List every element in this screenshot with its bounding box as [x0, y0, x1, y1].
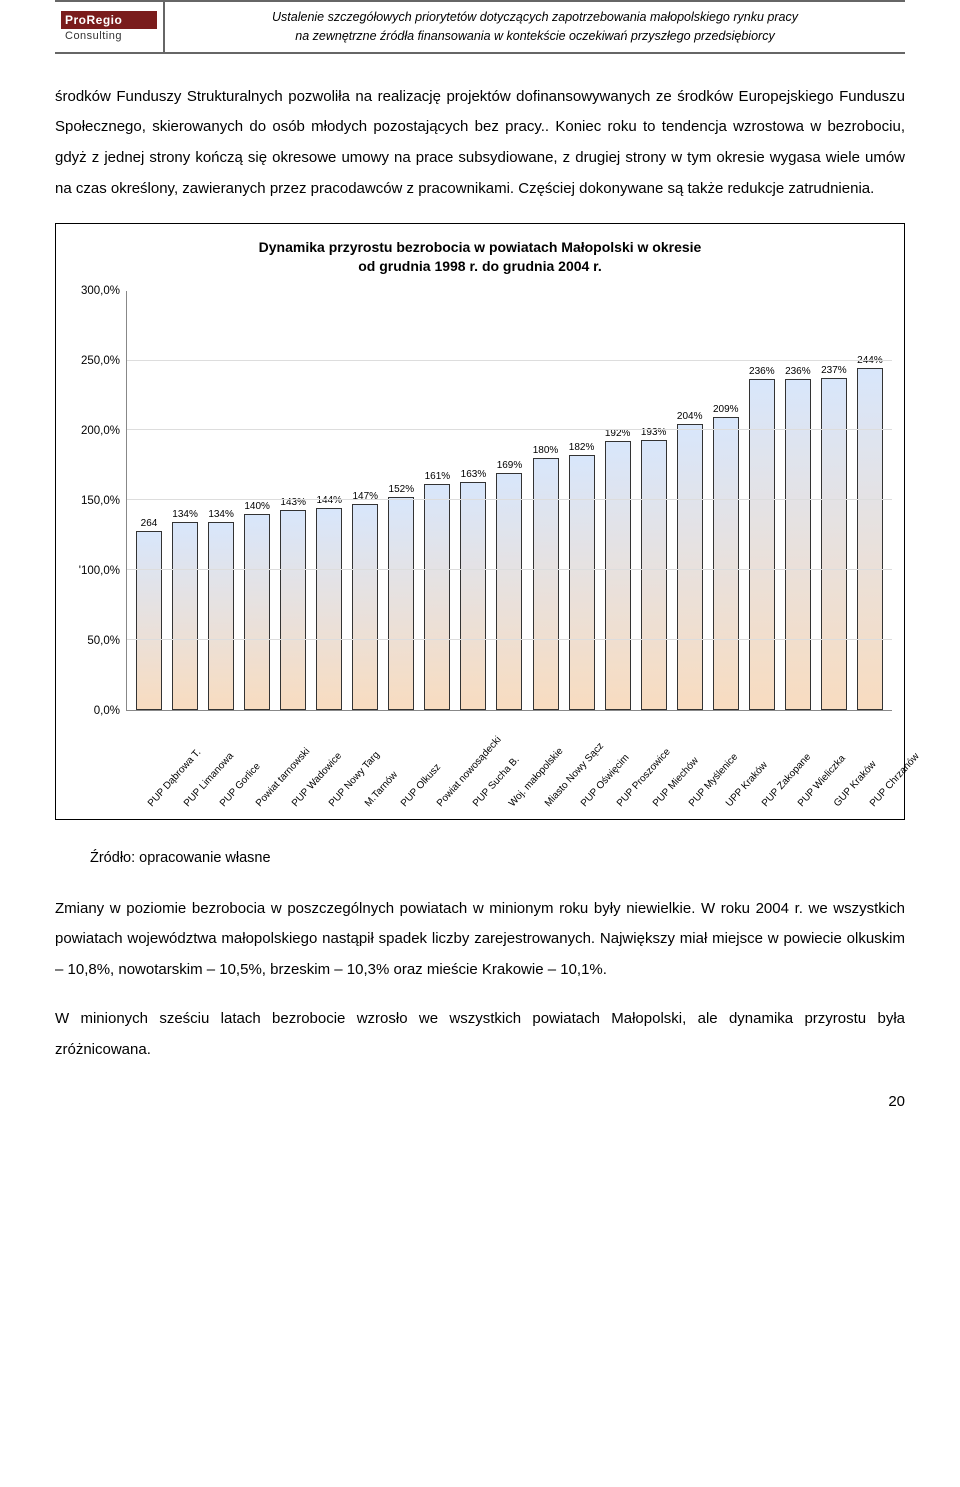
bar: 144% — [311, 495, 347, 710]
bar-value-label: 236% — [749, 366, 775, 377]
gridline — [127, 569, 892, 570]
bar: 163% — [455, 469, 491, 710]
bar-rect — [244, 514, 270, 710]
bar: 182% — [564, 442, 600, 710]
bar-value-label: 180% — [533, 445, 559, 456]
bar: 143% — [275, 497, 311, 710]
bar-rect — [821, 378, 847, 710]
bar: 134% — [203, 509, 239, 710]
bar-rect — [533, 458, 559, 710]
gridline — [127, 639, 892, 640]
bar-rect — [641, 440, 667, 710]
y-tick-label: 150,0% — [81, 495, 120, 507]
x-axis-labels: PUP Dąbrowa T.PUP LimanowaPUP GorlicePow… — [126, 711, 892, 807]
bar-rect — [713, 417, 739, 710]
bar-rect — [569, 455, 595, 710]
bar: 180% — [528, 445, 564, 710]
bar-value-label: 140% — [244, 501, 270, 512]
bar-value-label: 237% — [821, 365, 847, 376]
gridline — [127, 429, 892, 430]
bar: 244% — [852, 355, 888, 710]
chart-title-l1: Dynamika przyrostu bezrobocia w powiatac… — [259, 239, 702, 255]
paragraph-1: środków Funduszy Strukturalnych pozwolił… — [55, 82, 905, 205]
bar-value-label: 134% — [172, 509, 198, 520]
paragraph-3: W minionych sześciu latach bezrobocie wz… — [55, 1004, 905, 1066]
y-tick-label: '100,0% — [79, 565, 120, 577]
gridline — [127, 360, 892, 361]
bar-rect — [136, 531, 162, 710]
chart-plot-area: 300,0%250,0%200,0%150,0%'100,0%50,0%0,0%… — [68, 291, 892, 711]
bar-rect — [280, 510, 306, 710]
y-tick-label: 300,0% — [81, 285, 120, 297]
bar-rect — [605, 441, 631, 710]
header-subtitle: Ustalenie szczegółowych priorytetów doty… — [165, 2, 905, 52]
bar-rect — [172, 522, 198, 710]
bar-rect — [208, 522, 234, 710]
bar-value-label: 161% — [425, 471, 451, 482]
bar-value-label: 144% — [316, 495, 342, 506]
bar: 161% — [419, 471, 455, 709]
header-line1: Ustalenie szczegółowych priorytetów doty… — [272, 10, 798, 24]
bar-rect — [460, 482, 486, 710]
bar-rect — [677, 424, 703, 710]
page-header: ProRegio Consulting Ustalenie szczegółow… — [55, 0, 905, 54]
bar-value-label: 143% — [280, 497, 306, 508]
logo-bottom: Consulting — [61, 29, 157, 43]
bar: 147% — [347, 491, 383, 710]
logo: ProRegio Consulting — [55, 2, 165, 52]
y-tick-label: 250,0% — [81, 355, 120, 367]
bar-rect — [388, 497, 414, 710]
bar-value-label: 182% — [569, 442, 595, 453]
bar-value-label: 204% — [677, 411, 703, 422]
bar: 169% — [491, 460, 527, 710]
bar-rect — [352, 504, 378, 710]
bar-rect — [316, 508, 342, 710]
bar-value-label: 134% — [208, 509, 234, 520]
chart-title-l2: od grudnia 1998 r. do grudnia 2004 r. — [358, 258, 602, 274]
y-axis: 300,0%250,0%200,0%150,0%'100,0%50,0%0,0% — [68, 291, 126, 711]
y-tick-label: 200,0% — [81, 425, 120, 437]
y-tick-label: 50,0% — [87, 635, 120, 647]
bar-value-label: 193% — [641, 427, 667, 438]
header-line2: na zewnętrzne źródła finansowania w kont… — [295, 29, 774, 43]
bar-value-label: 169% — [497, 460, 523, 471]
bar-rect — [424, 484, 450, 709]
bar-value-label: 236% — [785, 366, 811, 377]
bar-rect — [857, 368, 883, 710]
bar: 152% — [383, 484, 419, 710]
bar-value-label: 244% — [857, 355, 883, 366]
page-number: 20 — [55, 1093, 905, 1110]
bar-value-label: 152% — [389, 484, 415, 495]
bar-rect — [496, 473, 522, 710]
bar: 264 — [131, 518, 167, 710]
bar-value-label: 147% — [353, 491, 379, 502]
y-tick-label: 0,0% — [94, 705, 120, 717]
chart-container: Dynamika przyrostu bezrobocia w powiatac… — [55, 223, 905, 820]
bar: 209% — [708, 404, 744, 710]
plot: 264 134% 134% 140% 143% 144% 147% 152% 161% 163% 1… — [126, 291, 892, 711]
bar: 237% — [816, 365, 852, 710]
bar: 236% — [780, 366, 816, 709]
bar: 134% — [167, 509, 203, 710]
chart-title: Dynamika przyrostu bezrobocia w powiatac… — [68, 238, 892, 277]
bar: 204% — [672, 411, 708, 710]
bar-value-label: 163% — [461, 469, 487, 480]
bar: 236% — [744, 366, 780, 709]
bar-value-label: 264 — [141, 518, 158, 529]
logo-top: ProRegio — [61, 11, 157, 29]
paragraph-2: Zmiany w poziomie bezrobocia w poszczegó… — [55, 894, 905, 986]
bars-group: 264 134% 134% 140% 143% 144% 147% 152% 161% 163% 1… — [127, 291, 892, 710]
gridline — [127, 499, 892, 500]
bar: 140% — [239, 501, 275, 710]
bar-value-label: 209% — [713, 404, 739, 415]
